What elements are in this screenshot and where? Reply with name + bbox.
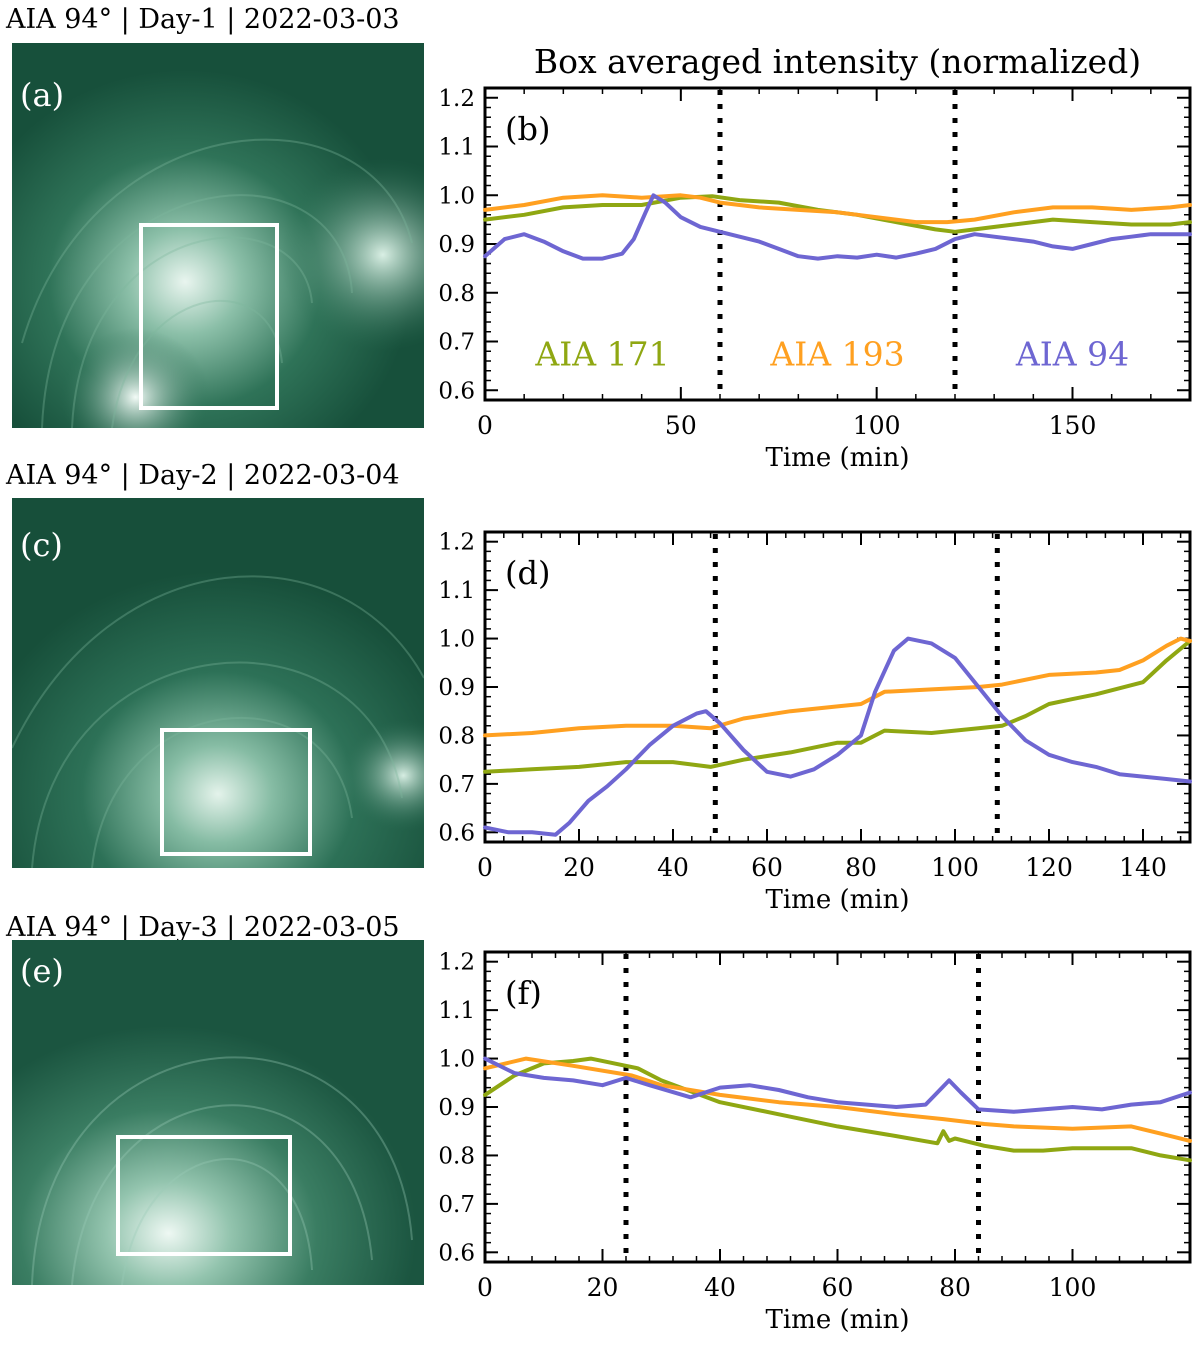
series-line-aia-171 — [483, 639, 1192, 774]
y-tick-label: 1.0 — [438, 183, 475, 209]
image-label-c: (c) — [20, 526, 63, 564]
x-tick-label: 20 — [563, 853, 595, 882]
panel-label: (b) — [505, 110, 550, 148]
x-tick-label: 100 — [931, 853, 979, 882]
y-tick-label: 0.8 — [438, 723, 475, 749]
row-title-day-2: AIA 94° | Day-2 | 2022-03-04 — [6, 460, 400, 491]
y-tick-label: 1.1 — [438, 578, 475, 604]
y-tick-label: 0.9 — [438, 232, 475, 258]
y-tick-label: 0.9 — [438, 675, 475, 701]
y-tick-label: 0.7 — [438, 1192, 475, 1218]
y-tick-label: 0.6 — [438, 378, 475, 404]
x-tick-label: 40 — [704, 1273, 736, 1302]
x-tick-label: 50 — [665, 411, 697, 440]
figure-title: Box averaged intensity (normalized) — [533, 42, 1142, 81]
x-tick-label: 100 — [853, 411, 901, 440]
x-tick-label: 60 — [822, 1273, 854, 1302]
y-tick-label: 1.1 — [438, 135, 475, 161]
x-tick-label: 40 — [657, 853, 689, 882]
roi-box — [160, 728, 312, 856]
y-tick-label: 1.2 — [438, 530, 475, 556]
row-title-day-3: AIA 94° | Day-3 | 2022-03-05 — [6, 912, 400, 943]
x-tick-label: 0 — [477, 853, 493, 882]
image-label-e: (e) — [20, 952, 64, 990]
series-line-aia-94 — [483, 636, 1192, 837]
y-tick-label: 0.7 — [438, 330, 475, 356]
x-tick-label: 150 — [1049, 411, 1097, 440]
y-tick-label: 1.2 — [438, 86, 475, 112]
panel-label: (d) — [505, 554, 550, 592]
y-tick-label: 1.2 — [438, 950, 475, 976]
annotation-aia-193: AIA 193 — [769, 335, 904, 374]
x-tick-label: 80 — [845, 853, 877, 882]
series-line-aia-94 — [483, 193, 1192, 261]
roi-box — [116, 1135, 292, 1256]
x-tick-label: 120 — [1025, 853, 1073, 882]
x-tick-label: 60 — [751, 853, 783, 882]
plot-frame — [483, 530, 1192, 844]
x-axis-label: Time (min) — [766, 885, 910, 915]
y-tick-label: 0.6 — [438, 1240, 475, 1266]
x-tick-label: 100 — [1049, 1273, 1097, 1302]
roi-box — [139, 223, 279, 410]
series-line-aia-193 — [483, 1056, 1192, 1143]
aia-image-panel-c: (c) — [12, 498, 424, 868]
x-axis-label: Time (min) — [766, 443, 910, 473]
x-axis-label: Time (min) — [766, 1305, 910, 1335]
y-tick-label: 1.0 — [438, 627, 475, 653]
y-tick-label: 0.8 — [438, 281, 475, 307]
y-tick-label: 0.9 — [438, 1095, 475, 1121]
x-tick-label: 80 — [939, 1273, 971, 1302]
x-tick-label: 140 — [1119, 853, 1167, 882]
y-tick-label: 0.8 — [438, 1143, 475, 1169]
annotation-aia-94: AIA 94 — [1015, 335, 1129, 374]
y-tick-label: 1.0 — [438, 1047, 475, 1073]
panel-label: (f) — [505, 974, 542, 1012]
x-tick-label: 0 — [477, 411, 493, 440]
annotation-aia-171: AIA 171 — [534, 335, 669, 374]
row-title-day-1: AIA 94° | Day-1 | 2022-03-03 — [6, 4, 400, 35]
y-tick-label: 0.7 — [438, 772, 475, 798]
x-tick-label: 0 — [477, 1273, 493, 1302]
series-line-aia-193 — [483, 193, 1192, 225]
image-label-a: (a) — [20, 76, 64, 114]
x-tick-label: 20 — [587, 1273, 619, 1302]
series-line-aia-94 — [483, 1056, 1192, 1114]
y-tick-label: 1.1 — [438, 998, 475, 1024]
y-tick-label: 0.6 — [438, 820, 475, 846]
aia-image-panel-e: (e) — [12, 940, 424, 1285]
aia-image-panel-a: (a) — [12, 43, 424, 428]
series-line-aia-171 — [483, 1056, 1192, 1163]
series-line-aia-193 — [483, 636, 1192, 738]
